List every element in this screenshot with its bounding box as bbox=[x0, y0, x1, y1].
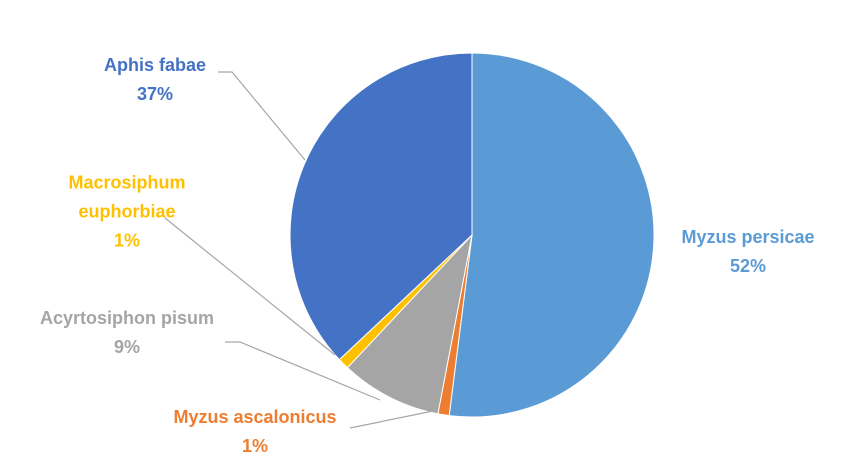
leader-line bbox=[164, 217, 336, 356]
leader-line bbox=[349, 409, 439, 429]
value-label: 1% bbox=[113, 230, 140, 251]
slice-label: Aphis fabae 37% bbox=[60, 51, 250, 109]
value-label: 52% bbox=[729, 256, 767, 276]
leader-line bbox=[218, 71, 306, 161]
category-label: Myzus persicae bbox=[681, 227, 815, 247]
value-label: 9% bbox=[113, 337, 140, 357]
slice-label: Macrosiphum euphorbiae 1% bbox=[52, 169, 202, 256]
slice-label: Myzus ascalonicus 1% bbox=[160, 403, 350, 461]
leader-line bbox=[225, 341, 381, 401]
slice-label: Myzus persicae 52% bbox=[653, 223, 843, 281]
category-label: Aphis fabae bbox=[103, 55, 207, 75]
pie-slice bbox=[289, 52, 473, 361]
value-label: 1% bbox=[241, 436, 268, 456]
value-label: 37% bbox=[136, 84, 174, 104]
slice-label: Acyrtosiphon pisum 9% bbox=[32, 304, 222, 362]
category-label: Acyrtosiphon pisum bbox=[39, 308, 214, 328]
category-label: Myzus ascalonicus bbox=[173, 407, 337, 427]
pie-slice bbox=[448, 52, 655, 418]
pie-slice bbox=[346, 233, 473, 415]
category-label: Macrosiphum euphorbiae bbox=[68, 172, 186, 222]
